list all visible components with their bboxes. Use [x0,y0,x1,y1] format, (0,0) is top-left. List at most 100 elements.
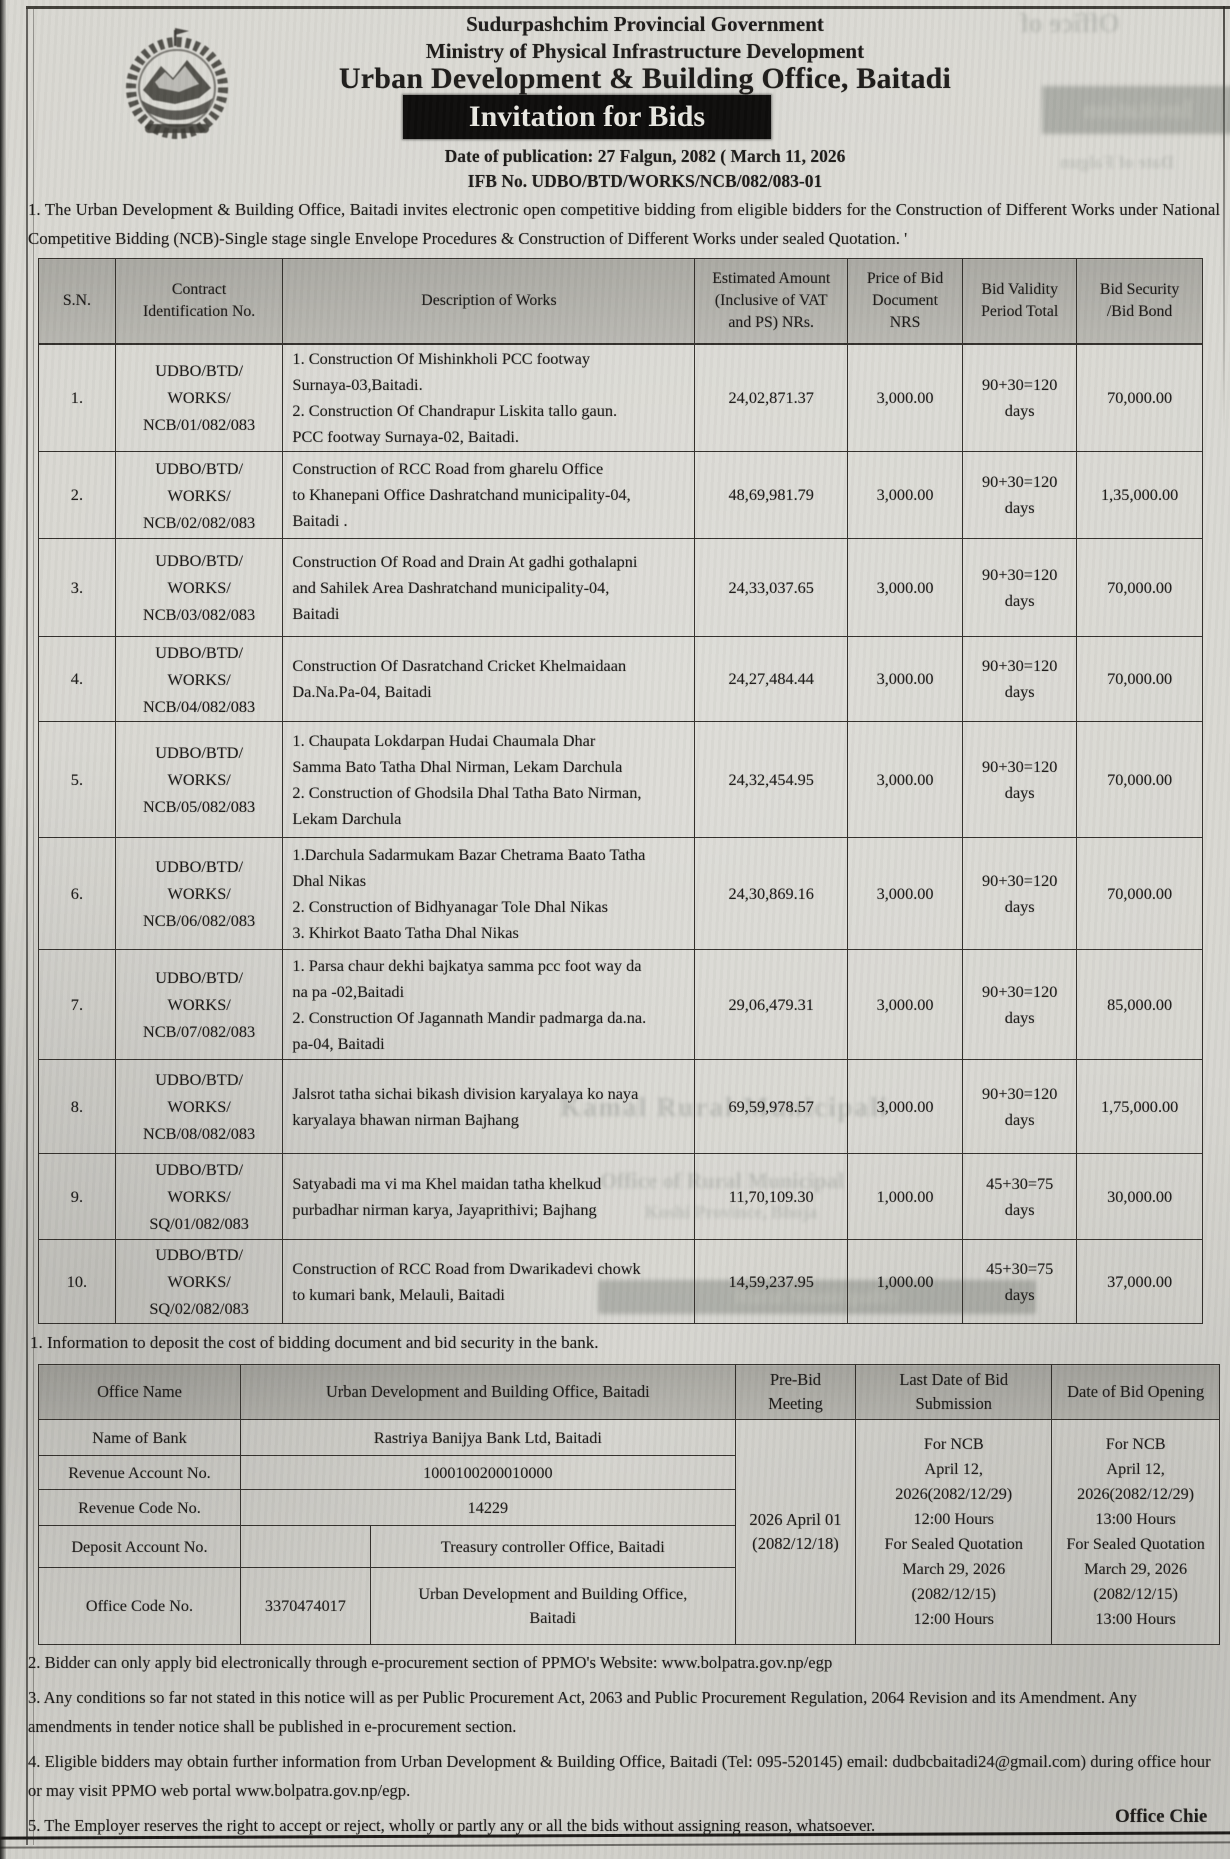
col-header-price: Price of Bid Document NRS [846,258,964,345]
cell-validity: 90+30=120 days [962,721,1078,838]
cell-description: Construction of RCC Road from gharelu Of… [282,451,696,539]
bid-submission-value: For NCB April 12, 2026(2082/12/29) 12:00… [855,1419,1053,1645]
bid-submission-header: Last Date of Bid Submission [855,1364,1053,1420]
government-title: Sudurpashchim Provincial Government [466,12,824,36]
deposit-account-label: Deposit Account No. [38,1525,241,1568]
table-row: 2. UDBO/BTD/ WORKS/ NCB/02/082/083 Const… [38,451,1203,539]
cell-sn: 9. [38,1153,116,1240]
bid-opening-header: Date of Bid Opening [1051,1364,1220,1420]
cell-validity: 90+30=120 days [962,949,1078,1060]
note-5: 5. The Employer reserves the right to ac… [28,1815,876,1835]
bank-row: Office Code No. 3370474017 Urban Develop… [38,1567,1220,1645]
cell-contract-id: UDBO/BTD/ WORKS/ SQ/02/082/083 [114,1239,284,1324]
table-row: 6. UDBO/BTD/ WORKS/ NCB/06/082/083 1.Dar… [38,837,1203,950]
table-row: 10. UDBO/BTD/ WORKS/ SQ/02/082/083 Const… [38,1239,1203,1324]
cell-sn: 7. [38,949,116,1060]
office-name-label: Office Name [38,1364,241,1420]
cell-amount: 24,33,037.65 [694,538,848,637]
note-3: 3. Any conditions so far not stated in t… [28,1687,1137,1737]
note-2: 2. Bidder can only apply bid electronica… [28,1653,833,1672]
cell-sn: 1. [38,343,116,452]
cell-sn: 6. [38,837,116,950]
cell-validity: 90+30=120 days [962,343,1078,452]
cell-security: 70,000.00 [1076,636,1203,722]
bank-row: Revenue Account No. 1000100200010000 [38,1455,1220,1490]
bid-opening-value: For NCB April 12, 2026(2082/12/29) 13:00… [1051,1419,1220,1645]
deposit-account-code [239,1525,371,1568]
bank-name-value: Rastriya Banijya Bank Ltd, Baitadi [239,1419,736,1456]
cell-amount: 14,59,237.95 [694,1239,848,1324]
cell-contract-id: UDBO/BTD/ WORKS/ NCB/02/082/083 [114,451,284,539]
prebid-meeting-header: Pre-Bid Meeting [734,1364,857,1420]
cell-description: Satyabadi ma vi ma Khel maidan tatha khe… [282,1153,696,1240]
signatory-title: Office Chie [1115,1806,1208,1827]
cell-validity: 90+30=120 days [962,636,1078,722]
cell-amount: 24,32,454.95 [694,721,848,838]
cell-price: 3,000.00 [846,343,964,452]
cell-description: Jalsrot tatha sichai bikash division kar… [282,1059,696,1154]
table-row: 7. UDBO/BTD/ WORKS/ NCB/07/082/083 1. Pa… [38,949,1203,1060]
bids-header-row: S.N. Contract Identification No. Descrip… [38,258,1203,345]
page-frame-right [1223,6,1225,436]
cell-sn: 3. [38,538,116,637]
office-code-value: 3370474017 [239,1567,371,1645]
bank-header-row: Office Name Urban Development and Buildi… [38,1364,1220,1420]
office-code-label: Office Code No. [38,1567,241,1645]
conditions-notes: 2. Bidder can only apply bid electronica… [28,1648,1222,1845]
intro-paragraph: 1. The Urban Development & Building Offi… [28,200,1220,248]
revenue-code-value: 14229 [239,1489,736,1526]
cell-amount: 29,06,479.31 [694,949,848,1060]
cell-security: 70,000.00 [1076,343,1203,452]
ifb-number: IFB No. UDBO/BTD/WORKS/NCB/082/083-01 [467,171,823,191]
cell-security: 1,35,000.00 [1076,451,1203,539]
bids-table: S.N. Contract Identification No. Descrip… [38,258,1203,1324]
deposit-account-value: Treasury controller Office, Baitadi [369,1525,736,1568]
col-header-security: Bid Security /Bid Bond [1076,258,1203,345]
bank-name-label: Name of Bank [38,1419,241,1456]
cell-contract-id: UDBO/BTD/ WORKS/ NCB/07/082/083 [114,949,284,1060]
cell-sn: 10. [38,1239,116,1324]
cell-contract-id: UDBO/BTD/ WORKS/ NCB/01/082/083 [114,343,284,452]
cell-validity: 90+30=120 days [962,451,1078,539]
prebid-meeting-value: 2026 April 01 (2082/12/18) [734,1419,857,1645]
cell-price: 1,000.00 [846,1239,964,1324]
cell-contract-id: UDBO/BTD/ WORKS/ NCB/03/082/083 [114,538,284,637]
cell-validity: 45+30=75 days [962,1239,1078,1324]
cell-sn: 5. [38,721,116,838]
cell-price: 1,000.00 [846,1153,964,1240]
scan-edge-left [0,0,6,1859]
cell-sn: 4. [38,636,116,722]
office-title: Urban Development & Building Office, Bai… [338,62,952,95]
cell-amount: 48,69,981.79 [694,451,848,539]
cell-security: 37,000.00 [1076,1239,1203,1324]
cell-security: 85,000.00 [1076,949,1203,1060]
cell-price: 3,000.00 [846,451,964,539]
cell-description: 1. Chaupata Lokdarpan Hudai Chaumala Dha… [282,721,696,838]
office-name-value: Urban Development and Building Office, B… [239,1364,736,1420]
col-header-amount: Estimated Amount (Inclusive of VAT and P… [694,258,848,345]
cell-amount: 24,27,484.44 [694,636,848,722]
bank-deposit-note: 1. Information to deposit the cost of bi… [30,1333,599,1352]
cell-price: 3,000.00 [846,538,964,637]
cell-description: Construction Of Road and Drain At gadhi … [282,538,696,637]
table-row: 4. UDBO/BTD/ WORKS/ NCB/04/082/083 Const… [38,636,1203,722]
cell-sn: 8. [38,1059,116,1154]
table-row: 9. UDBO/BTD/ WORKS/ SQ/01/082/083 Satyab… [38,1153,1203,1240]
cell-description: Construction Of Dasratchand Cricket Khel… [282,636,696,722]
table-row: 3. UDBO/BTD/ WORKS/ NCB/03/082/083 Const… [38,538,1203,637]
invitation-banner: Invitation for Bids [403,95,771,139]
cell-price: 3,000.00 [846,636,964,722]
revenue-account-value: 1000100200010000 [239,1455,736,1490]
cell-amount: 24,30,869.16 [694,837,848,950]
cell-price: 3,000.00 [846,837,964,950]
cell-validity: 90+30=120 days [962,538,1078,637]
col-header-sn: S.N. [38,258,116,345]
cell-security: 1,75,000.00 [1076,1059,1203,1154]
table-row: 5. UDBO/BTD/ WORKS/ NCB/05/082/083 1. Ch… [38,721,1203,838]
office-code-office: Urban Development and Building Office, B… [369,1567,736,1645]
cell-price: 3,000.00 [846,949,964,1060]
cell-description: 1.Darchula Sadarmukam Bazar Chetrama Baa… [282,837,696,950]
government-emblem [126,28,228,139]
cell-validity: 90+30=120 days [962,1059,1078,1154]
